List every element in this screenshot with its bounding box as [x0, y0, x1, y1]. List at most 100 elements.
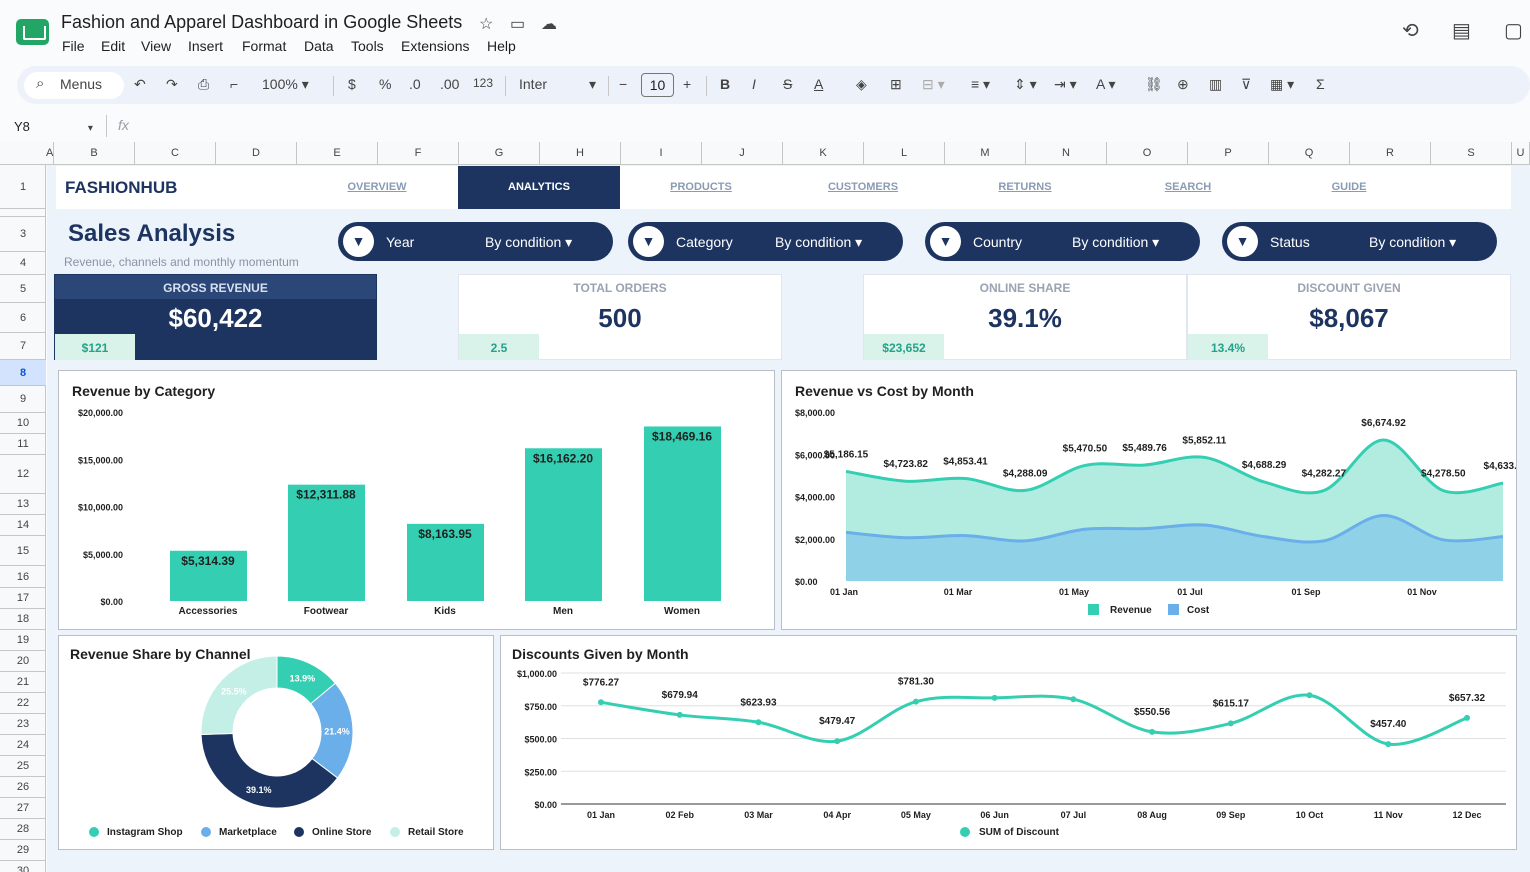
print-icon[interactable]: ⎙	[198, 76, 210, 92]
menu-view[interactable]: View	[141, 38, 172, 54]
menu-extensions[interactable]: Extensions	[401, 38, 470, 54]
column-header[interactable]: A	[46, 142, 54, 165]
row-header[interactable]: 29	[0, 840, 46, 861]
decrease-decimal-button[interactable]: .0	[409, 76, 421, 92]
horizontal-align-icon[interactable]: ≡ ▾	[971, 76, 991, 92]
undo-icon[interactable]: ↶	[134, 76, 146, 92]
percent-format-button[interactable]: %	[379, 76, 392, 92]
meet-icon[interactable]: ▢	[1504, 20, 1523, 42]
insert-comment-icon[interactable]: ⊕	[1177, 76, 1189, 92]
row-header[interactable]: 30	[0, 861, 46, 872]
row-header[interactable]: 12	[0, 455, 46, 494]
row-header[interactable]: 13	[0, 494, 46, 515]
paint-format-icon[interactable]: ⌐	[230, 76, 239, 92]
strikethrough-icon[interactable]: S	[783, 76, 793, 92]
column-header[interactable]: U	[1512, 142, 1530, 165]
row-header[interactable]: 22	[0, 693, 46, 714]
decrease-font-size-icon[interactable]: −	[619, 76, 628, 92]
row-header[interactable]: 24	[0, 735, 46, 756]
nav-guide[interactable]: GUIDE	[1331, 181, 1367, 193]
text-wrapping-icon[interactable]: ⇥ ▾	[1054, 76, 1077, 92]
move-folder-icon[interactable]: ▭	[510, 16, 526, 33]
chart-revenue-vs-cost[interactable]: Revenue vs Cost by Month $0.00 $2,000.00 $…	[781, 370, 1517, 630]
column-header[interactable]: K	[783, 142, 864, 165]
row-header[interactable]: 23	[0, 714, 46, 735]
filter-status[interactable]: ▼ Status By condition ▾	[1222, 222, 1497, 261]
row-header[interactable]: 19	[0, 630, 46, 651]
filter-country[interactable]: ▼ Country By condition ▾	[925, 222, 1200, 261]
column-header[interactable]: I	[621, 142, 702, 165]
column-header[interactable]: N	[1026, 142, 1107, 165]
nav-overview[interactable]: OVERVIEW	[347, 181, 407, 193]
row-header[interactable]: 27	[0, 798, 46, 819]
chart-revenue-by-category[interactable]: Revenue by Category $0.00 $5,000.00 $10,00…	[58, 370, 775, 630]
merge-cells-icon[interactable]: ⊟ ▾	[922, 76, 945, 92]
row-header[interactable]: 25	[0, 756, 46, 777]
column-header[interactable]: H	[540, 142, 621, 165]
row-header[interactable]: 7	[0, 333, 46, 360]
column-header[interactable]: E	[297, 142, 378, 165]
column-header[interactable]: P	[1188, 142, 1269, 165]
menu-insert[interactable]: Insert	[188, 38, 224, 54]
chart-revenue-share[interactable]: Revenue Share by Channel 13.9% 21.4% 39.1%…	[58, 635, 494, 850]
menu-tools[interactable]: Tools	[351, 38, 384, 54]
bold-icon[interactable]: B	[720, 76, 731, 92]
column-header[interactable]: D	[216, 142, 297, 165]
row-header[interactable]: 14	[0, 515, 46, 536]
column-header[interactable]: M	[945, 142, 1026, 165]
filter-icon[interactable]: ⊽	[1241, 76, 1252, 92]
nav-returns[interactable]: RETURNS	[998, 181, 1052, 193]
insert-chart-icon[interactable]: ▥	[1209, 76, 1223, 92]
row-header[interactable]: 8	[0, 360, 46, 386]
column-header[interactable]: F	[378, 142, 459, 165]
row-header[interactable]: 16	[0, 566, 46, 588]
column-header[interactable]: J	[702, 142, 783, 165]
nav-analytics[interactable]: ANALYTICS	[458, 166, 620, 209]
row-header[interactable]: 1	[0, 165, 46, 209]
star-icon[interactable]: ☆	[479, 16, 494, 33]
functions-icon[interactable]: Σ	[1316, 76, 1325, 92]
row-header[interactable]: 4	[0, 252, 46, 275]
column-header[interactable]: G	[459, 142, 540, 165]
column-header[interactable]: B	[54, 142, 135, 165]
insert-link-icon[interactable]: ⛓	[1145, 76, 1163, 92]
borders-icon[interactable]: ⊞	[890, 76, 902, 92]
row-header[interactable]: 6	[0, 303, 46, 333]
column-header[interactable]: C	[135, 142, 216, 165]
filter-views-icon[interactable]: ▦ ▾	[1270, 76, 1295, 92]
chart-discounts-by-month[interactable]: Discounts Given by Month $0.00 $250.00 $50…	[500, 635, 1517, 850]
increase-font-size-icon[interactable]: +	[683, 76, 692, 92]
nav-products[interactable]: PRODUCTS	[670, 181, 732, 193]
text-color-icon[interactable]: A	[814, 76, 824, 92]
row-header[interactable]: 11	[0, 434, 46, 455]
row-header[interactable]: 3	[0, 217, 46, 252]
row-header[interactable]: 9	[0, 386, 46, 413]
comments-icon[interactable]: ▤	[1452, 20, 1471, 42]
column-header[interactable]: R	[1350, 142, 1431, 165]
currency-format-button[interactable]: $	[348, 76, 356, 92]
text-rotation-icon[interactable]: A ▾	[1096, 76, 1116, 92]
nav-search[interactable]: SEARCH	[1164, 181, 1212, 193]
menu-file[interactable]: File	[62, 38, 85, 54]
filter-year[interactable]: ▼ Year By condition ▾	[338, 222, 613, 261]
row-header[interactable]: 26	[0, 777, 46, 798]
row-header[interactable]: 15	[0, 536, 46, 566]
menu-edit[interactable]: Edit	[101, 38, 126, 54]
name-box[interactable]: Y8 ▾	[14, 119, 93, 134]
column-header[interactable]: O	[1107, 142, 1188, 165]
column-header[interactable]: Q	[1269, 142, 1350, 165]
column-header[interactable]: S	[1431, 142, 1512, 165]
row-header[interactable]: 10	[0, 413, 46, 434]
row-header[interactable]	[0, 209, 46, 217]
fill-color-icon[interactable]: ◈	[856, 76, 867, 92]
redo-icon[interactable]: ↷	[166, 76, 178, 92]
menu-format[interactable]: Format	[242, 38, 287, 54]
font-size-input[interactable]: 10	[641, 73, 674, 97]
menu-help[interactable]: Help	[487, 38, 516, 54]
row-header[interactable]: 28	[0, 819, 46, 840]
filter-category[interactable]: ▼ Category By condition ▾	[628, 222, 903, 261]
sheets-logo-icon[interactable]	[16, 19, 49, 45]
row-header[interactable]: 20	[0, 651, 46, 672]
menus-search[interactable]: ⌕ Menus	[24, 72, 124, 99]
font-select[interactable]: Inter ▾	[519, 76, 597, 92]
